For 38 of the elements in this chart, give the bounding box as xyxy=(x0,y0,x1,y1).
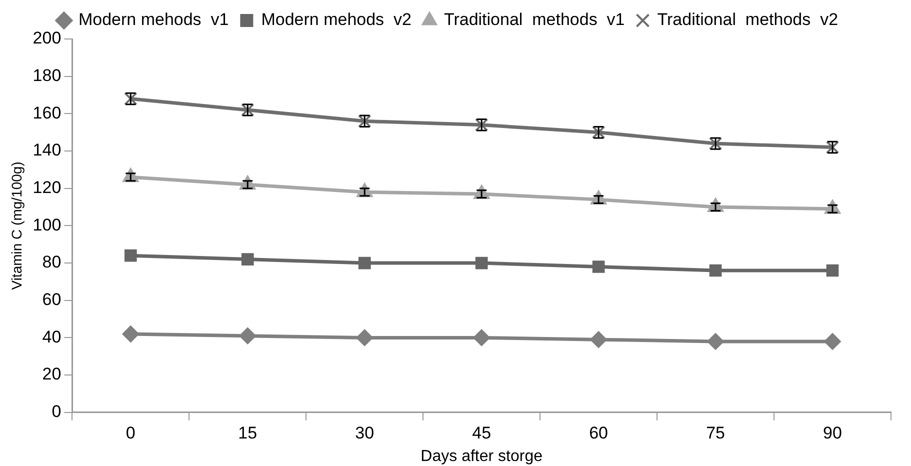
point xyxy=(473,329,490,346)
point xyxy=(709,264,722,277)
legend-label: Modern mehods v1 xyxy=(78,10,229,30)
y-tick-label: 40 xyxy=(42,327,62,346)
x-tick-label: 60 xyxy=(589,423,608,442)
x-tick-label: 45 xyxy=(472,423,492,442)
y-tick-label: 140 xyxy=(32,140,62,160)
point xyxy=(358,256,371,270)
x-tick-label: 15 xyxy=(238,423,258,442)
y-axis-title: Vitamin C (mg/100g) xyxy=(8,162,24,290)
point xyxy=(122,325,140,342)
legend-label: Traditional methods v2 xyxy=(657,10,838,30)
y-tick-label: 60 xyxy=(42,290,62,310)
point xyxy=(475,256,488,270)
point xyxy=(239,327,256,344)
legend-label: Traditional methods v1 xyxy=(444,10,625,30)
point xyxy=(592,260,605,273)
point xyxy=(124,249,137,262)
x-axis-title: Days after storge xyxy=(420,448,543,465)
point xyxy=(356,329,374,346)
y-tick-label: 160 xyxy=(32,103,62,122)
point xyxy=(707,332,724,350)
point xyxy=(241,253,254,266)
point xyxy=(826,264,839,277)
y-tick-label: 100 xyxy=(32,215,62,234)
y-tick-label: 120 xyxy=(32,178,62,198)
y-tick-label: 200 xyxy=(32,28,62,48)
point xyxy=(590,331,608,348)
x-tick-label: 75 xyxy=(706,423,725,442)
legend-label: Modern mehods v2 xyxy=(261,10,412,30)
y-tick-label: 20 xyxy=(42,364,62,384)
x-tick-label: 0 xyxy=(126,423,136,442)
y-tick-label: 180 xyxy=(32,66,62,86)
point xyxy=(824,332,842,350)
x-tick-label: 30 xyxy=(355,423,374,442)
y-tick-label: 80 xyxy=(42,252,62,272)
y-tick-label: 0 xyxy=(52,402,62,422)
x-tick-label: 90 xyxy=(823,423,842,442)
